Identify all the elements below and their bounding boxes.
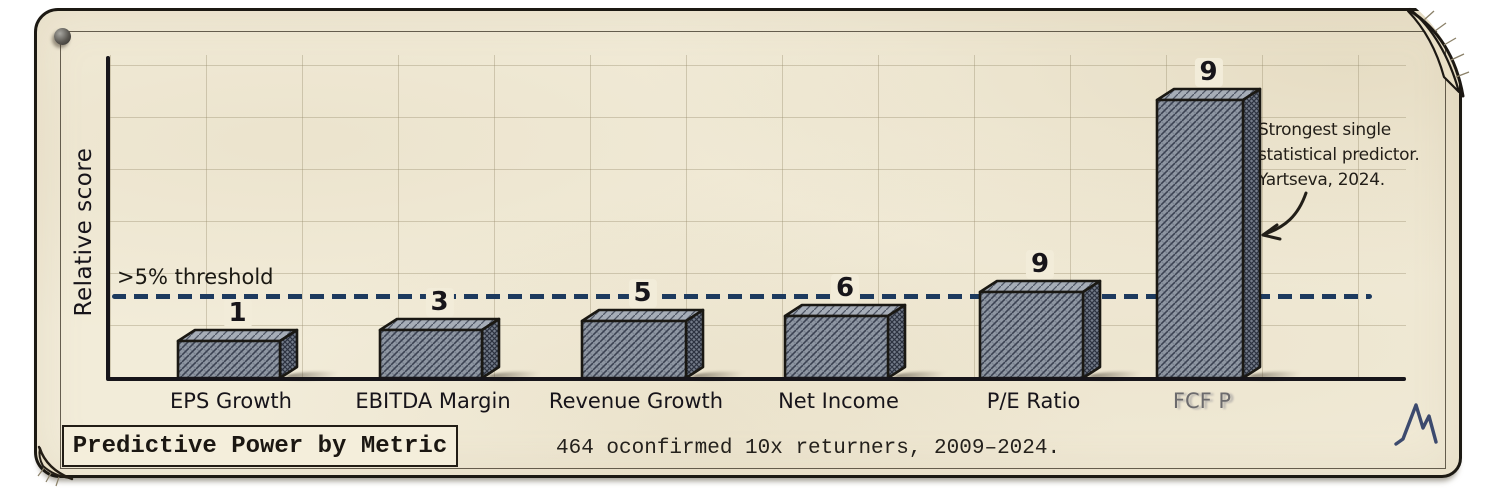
bar-value-label: 6: [830, 274, 860, 303]
y-axis: [106, 56, 110, 380]
mountain-logo-icon: [1394, 403, 1438, 446]
bar-value-label: 5: [628, 279, 657, 308]
page-curl-bottom-left-icon: [37, 445, 74, 487]
bar: [783, 303, 907, 380]
page-curl-top-right-icon: [1406, 3, 1497, 104]
bar-category-label: EBITDA Margin: [355, 389, 511, 413]
bar-value-label: 1: [223, 299, 252, 328]
bar: [378, 317, 501, 380]
bar-category-label: FCF P: [1172, 389, 1232, 413]
bar-category-label: EPS Growth: [170, 389, 292, 413]
annotation-text: Strongest single statistical predictor. …: [1258, 120, 1420, 190]
y-axis-label: Relative score: [71, 147, 97, 317]
chart-title-box: Predictive Power by Metric: [62, 425, 458, 467]
bar-value-label: 9: [1025, 250, 1055, 279]
bar-value-label: 3: [425, 288, 454, 317]
chart-caption: 464 oconfirmed 10x returners, 2009–2024.: [556, 437, 1061, 460]
bar: [176, 328, 299, 380]
x-axis: [106, 377, 1406, 381]
inner-border-frame: [60, 31, 1446, 469]
bar: [580, 308, 705, 380]
chart-title: Predictive Power by Metric: [72, 432, 448, 460]
curved-arrow-icon: [1261, 191, 1308, 241]
bar-category-label: Revenue Growth: [548, 389, 724, 413]
bar-category-label: Net Income: [778, 389, 899, 413]
threshold-label: >5% threshold: [117, 265, 274, 289]
pin-icon: [54, 28, 71, 45]
bar-value-label: 9: [1194, 58, 1223, 87]
bar-category-label: P/E Ratio: [986, 389, 1081, 413]
threshold-dashed-line: [112, 294, 1372, 299]
bar: [978, 279, 1102, 380]
bar: [1155, 87, 1262, 380]
